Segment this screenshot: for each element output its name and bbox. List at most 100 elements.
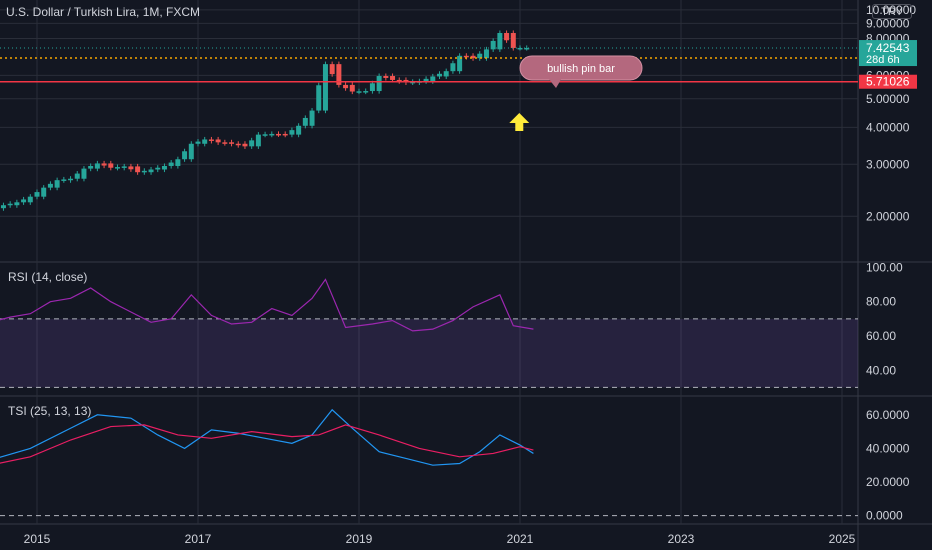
candle-body[interactable] (0, 205, 6, 209)
candle-body[interactable] (457, 55, 463, 72)
candle-body[interactable] (249, 140, 255, 147)
candle-body[interactable] (450, 63, 456, 72)
candle-body[interactable] (376, 76, 382, 92)
candle-body[interactable] (108, 163, 114, 168)
candle-body[interactable] (316, 85, 322, 111)
candle-body[interactable] (470, 55, 476, 59)
candle-body[interactable] (443, 71, 449, 77)
candle-body[interactable] (269, 133, 275, 136)
candle-body[interactable] (235, 143, 241, 146)
candle-body[interactable] (282, 133, 288, 136)
candle-body[interactable] (437, 73, 442, 77)
candle-body[interactable] (34, 192, 40, 197)
candle-body[interactable] (524, 47, 530, 50)
candle-body[interactable] (74, 173, 80, 179)
rsi-line[interactable] (0, 278, 534, 332)
candle-body[interactable] (188, 143, 194, 160)
candle-body[interactable] (182, 151, 188, 160)
last-price-label: 7.42543 (866, 41, 910, 55)
candle-body[interactable] (276, 133, 281, 136)
candle-body[interactable] (363, 91, 369, 93)
candle-body[interactable] (148, 169, 154, 173)
tsi-line[interactable] (0, 408, 534, 466)
time-axis[interactable]: 2015 2017 2019 2021 2023 2025 (24, 532, 856, 546)
candle-body[interactable] (477, 53, 483, 59)
price-tick-label: 10.00000 (866, 3, 916, 17)
annotation-bubble-tail (548, 78, 562, 88)
candle-body[interactable] (121, 166, 127, 168)
tsi-title: TSI (25, 13, 13) (8, 404, 92, 418)
annotation-bubble[interactable]: bullish pin bar (519, 55, 643, 88)
tsi-signal-line[interactable] (0, 424, 534, 465)
rsi-pane[interactable] (0, 278, 858, 388)
candle-body[interactable] (336, 64, 342, 85)
candle-body[interactable] (490, 40, 496, 50)
candle-body[interactable] (497, 32, 503, 50)
candle-body[interactable] (329, 64, 335, 75)
candle-body[interactable] (262, 134, 268, 136)
candle-body[interactable] (430, 76, 436, 82)
candle-body[interactable] (309, 110, 315, 126)
candle-body[interactable] (81, 168, 87, 179)
candle-body[interactable] (68, 178, 74, 181)
candle-body[interactable] (41, 187, 47, 197)
candle-body[interactable] (161, 165, 167, 170)
candle-body[interactable] (115, 167, 120, 169)
candle-body[interactable] (21, 199, 27, 203)
candle-body[interactable] (343, 84, 349, 89)
candle-body[interactable] (229, 142, 235, 144)
candle-body[interactable] (289, 130, 295, 135)
candle-body[interactable] (155, 167, 161, 170)
candle-body[interactable] (396, 79, 402, 82)
candle-body[interactable] (135, 166, 141, 173)
candle-body[interactable] (410, 81, 416, 84)
candle-body[interactable] (88, 165, 94, 169)
candle-body[interactable] (510, 32, 516, 48)
level-price-badge (859, 74, 917, 89)
chart-title: U.S. Dollar / Turkish Lira, 1M, FXCM (6, 5, 201, 19)
candle-body[interactable] (390, 76, 396, 80)
candle-body[interactable] (322, 64, 328, 111)
candle-body[interactable] (195, 141, 201, 144)
price-axis[interactable]: 2.000003.000004.000005.000006.000008.000… (859, 3, 917, 523)
time-tick-label: 2019 (346, 532, 373, 546)
candle-body[interactable] (517, 47, 523, 50)
candle-body[interactable] (27, 196, 33, 203)
time-tick-label: 2025 (829, 532, 856, 546)
price-pane[interactable]: bullish pin bar (0, 30, 858, 212)
candle-body[interactable] (54, 180, 60, 188)
candle-body[interactable] (208, 139, 214, 141)
candle-body[interactable] (94, 163, 100, 169)
candle-body[interactable] (61, 179, 67, 181)
candle-body[interactable] (302, 117, 308, 126)
candle-body[interactable] (7, 203, 13, 206)
candle-body[interactable] (504, 32, 510, 41)
candle-body[interactable] (141, 170, 147, 173)
candle-body[interactable] (222, 142, 228, 144)
candle-body[interactable] (242, 143, 248, 147)
candle-body[interactable] (356, 91, 362, 93)
countdown-label: 28d 6h (866, 54, 900, 66)
tsi-pane[interactable] (0, 408, 858, 517)
candle-body[interactable] (202, 139, 208, 144)
candle-body[interactable] (369, 83, 375, 92)
candle-body[interactable] (215, 139, 221, 143)
candle-body[interactable] (175, 159, 181, 166)
candle-body[interactable] (483, 49, 489, 59)
candle-body[interactable] (14, 202, 20, 206)
candle-body[interactable] (128, 166, 134, 170)
candle-body[interactable] (296, 125, 302, 135)
candle-body[interactable] (168, 162, 174, 166)
price-tick-label: 4.00000 (866, 120, 910, 134)
candle-body[interactable] (349, 84, 355, 92)
currency-button[interactable]: TRY (872, 4, 912, 19)
candle-body[interactable] (101, 163, 107, 166)
candle-body[interactable] (47, 183, 53, 188)
candle-body[interactable] (423, 78, 429, 82)
candle-body[interactable] (383, 76, 389, 78)
time-tick-label: 2015 (24, 532, 51, 546)
candle-body[interactable] (463, 55, 469, 58)
candle-body[interactable] (255, 134, 261, 147)
last-price-badge (859, 40, 917, 67)
